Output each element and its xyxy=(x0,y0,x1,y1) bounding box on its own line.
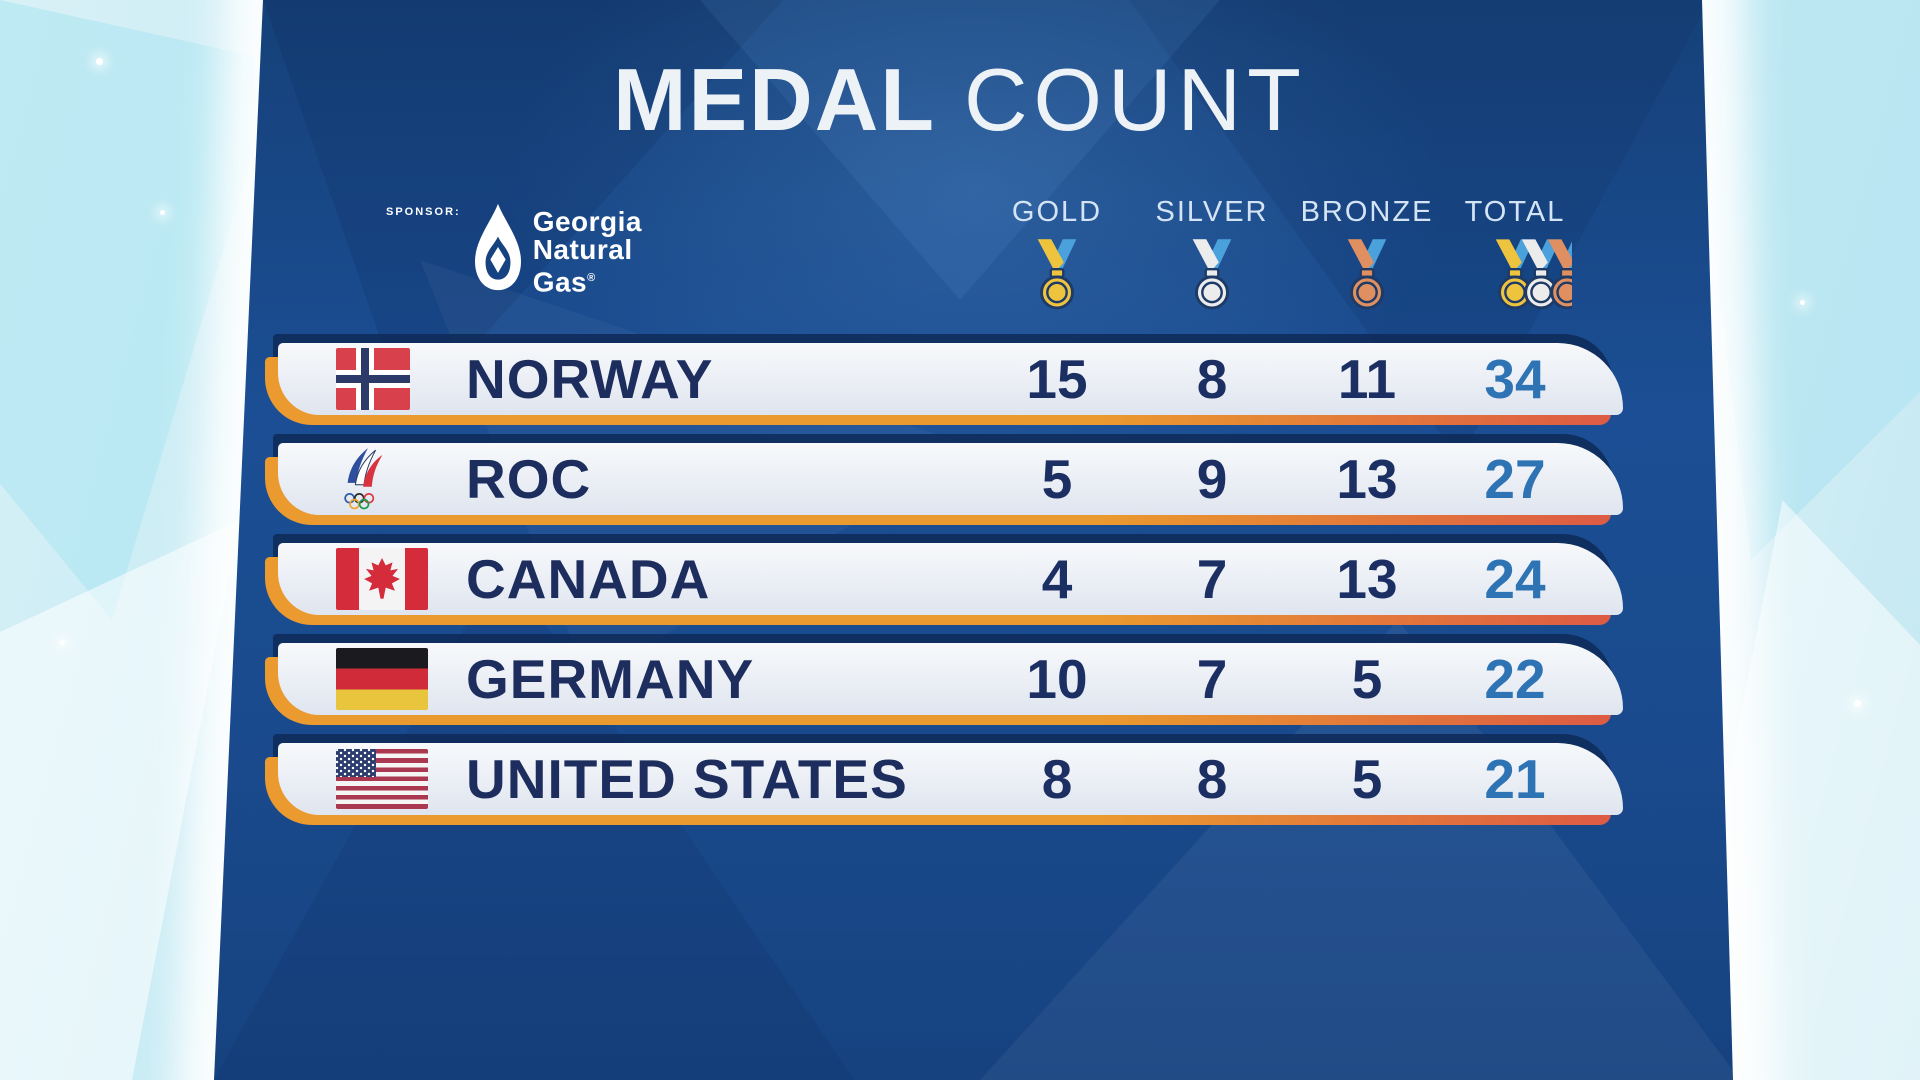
norway-flag xyxy=(336,348,410,410)
flag-box xyxy=(336,446,430,512)
silver-count: 8 xyxy=(1196,348,1228,410)
sparkle-dot xyxy=(96,58,103,65)
flag-box xyxy=(336,746,430,812)
gold-count: 15 xyxy=(1026,348,1088,410)
row-face: UNITED STATES 8 8 5 21 xyxy=(278,743,1623,815)
row-face: GERMANY 10 7 5 22 xyxy=(278,643,1623,715)
column-header-bronze: BRONZE xyxy=(1272,196,1462,311)
flag-box xyxy=(336,546,430,612)
table-row: CANADA 4 7 13 24 xyxy=(265,534,1623,625)
total-count: 27 xyxy=(1484,448,1546,510)
column-header-total: TOTAL xyxy=(1420,196,1610,311)
canada-flag xyxy=(336,548,428,610)
gold-count: 8 xyxy=(1041,748,1073,810)
bronze-count: 13 xyxy=(1336,448,1398,510)
germany-flag xyxy=(336,648,428,710)
silver-count: 7 xyxy=(1196,548,1228,610)
page-title: MEDAL COUNT xyxy=(0,56,1920,144)
sponsor-name-line: Gas® xyxy=(532,266,596,298)
total-count: 22 xyxy=(1484,648,1546,710)
usa-flag xyxy=(336,749,428,809)
table-row: GERMANY 10 7 5 22 xyxy=(265,634,1623,725)
sparkle-dot xyxy=(60,640,65,645)
sponsor-name-line: Georgia xyxy=(532,206,642,237)
table-row: ROC 5 9 13 27 xyxy=(265,434,1623,525)
sparkle-dot xyxy=(1800,300,1805,305)
title-light: COUNT xyxy=(964,50,1307,149)
maple-leaf-icon xyxy=(364,558,400,599)
flag-box xyxy=(336,346,430,412)
country-name: UNITED STATES xyxy=(466,748,908,810)
total-count: 34 xyxy=(1484,348,1546,410)
flag-box xyxy=(336,646,430,712)
total-count: 21 xyxy=(1484,748,1546,810)
gold-count: 10 xyxy=(1026,648,1088,710)
table-row: UNITED STATES 8 8 5 21 xyxy=(265,734,1623,825)
sponsor-block: SPONSOR: Georgia Natural Gas® xyxy=(386,200,642,296)
country-name: GERMANY xyxy=(466,648,755,710)
country-name: NORWAY xyxy=(466,348,714,410)
gold-count: 4 xyxy=(1041,548,1073,610)
sparkle-dot xyxy=(160,210,165,215)
roc-olympic-emblem xyxy=(344,448,383,510)
bronze-count: 13 xyxy=(1336,548,1398,610)
silver-count: 8 xyxy=(1196,748,1228,810)
bronze-count: 5 xyxy=(1351,648,1383,710)
roc-flag xyxy=(336,448,396,510)
table-row: NORWAY 15 8 11 34 xyxy=(265,334,1623,425)
usa-canton xyxy=(336,749,376,777)
row-face: ROC 5 9 13 27 xyxy=(278,443,1623,515)
registered-mark: ® xyxy=(587,272,596,284)
medal-table-rows: NORWAY 15 8 11 34 ROC 5 9 13 27 xyxy=(265,0,1623,1080)
country-name: CANADA xyxy=(466,548,711,610)
sparkle-dot xyxy=(1854,700,1861,707)
sponsor-label: SPONSOR: xyxy=(386,206,461,218)
sponsor-name: Georgia Natural Gas® xyxy=(533,208,642,296)
bronze-count: 11 xyxy=(1337,348,1397,410)
row-face: CANADA 4 7 13 24 xyxy=(278,543,1623,615)
silver-count: 7 xyxy=(1196,648,1228,710)
bronze-count: 5 xyxy=(1351,748,1383,810)
title-bold: MEDAL xyxy=(613,50,936,149)
sponsor-name-line: Natural xyxy=(532,234,633,265)
country-name: ROC xyxy=(466,448,592,510)
row-face: NORWAY 15 8 11 34 xyxy=(278,343,1623,415)
column-header-gold: GOLD xyxy=(962,196,1152,311)
total-label: TOTAL xyxy=(1464,196,1566,228)
gold-label: GOLD xyxy=(1011,196,1103,228)
silver-label: SILVER xyxy=(1155,196,1269,228)
bronze-label: BRONZE xyxy=(1300,196,1434,228)
total-count: 24 xyxy=(1484,548,1546,610)
silver-count: 9 xyxy=(1196,448,1228,510)
flame-icon xyxy=(469,202,527,294)
gold-count: 5 xyxy=(1041,448,1073,510)
column-header-silver: SILVER xyxy=(1117,196,1307,311)
